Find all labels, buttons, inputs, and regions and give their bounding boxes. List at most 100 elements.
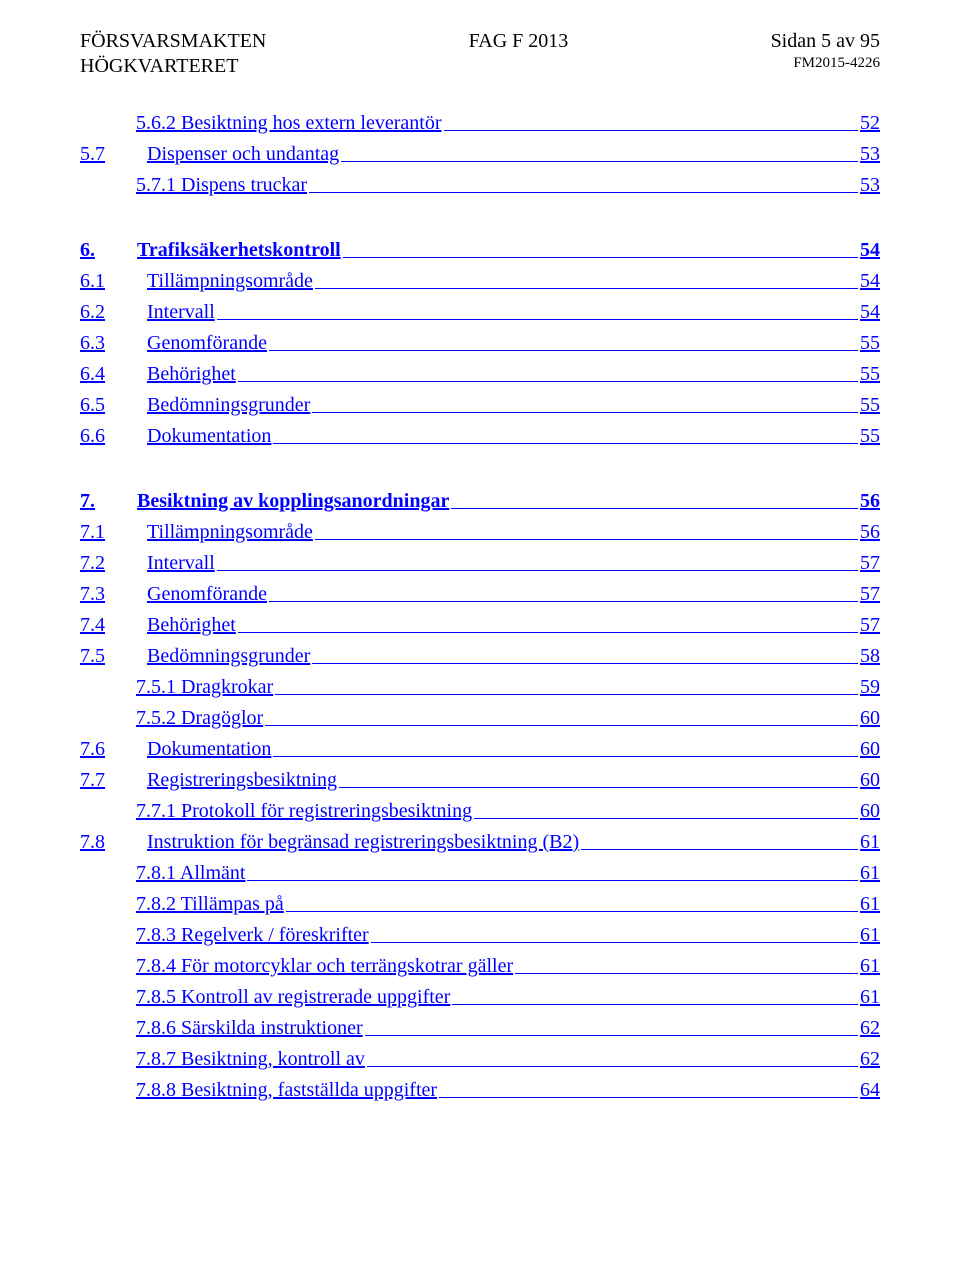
toc-entry-page: 61 xyxy=(860,862,880,885)
toc-entry-number: 7.7 xyxy=(80,769,105,792)
toc-leader-line xyxy=(371,941,858,943)
toc-entry-page: 61 xyxy=(860,924,880,947)
header-doc-id: FM2015-4226 xyxy=(793,55,880,78)
toc-leader-line xyxy=(367,1065,858,1067)
toc-entry-title: Genomförande xyxy=(147,583,267,606)
toc-entry-title: Tillämpningsområde xyxy=(147,270,313,293)
toc-leader-line xyxy=(273,442,858,444)
toc-entry-title: Genomförande xyxy=(147,332,267,355)
toc-entry-title: 5.7.1 Dispens truckar xyxy=(136,174,307,197)
page-header-row2: HÖGKVARTERET FM2015-4226 xyxy=(80,55,880,78)
toc-gap xyxy=(80,205,880,231)
header-page-indicator: Sidan 5 av 95 xyxy=(771,30,880,53)
toc-entry-number: 7.1 xyxy=(80,521,105,544)
toc-entry-title: Besiktning av kopplingsanordningar xyxy=(137,490,449,513)
toc-entry-page: 52 xyxy=(860,112,880,135)
toc-entry-page: 54 xyxy=(860,301,880,324)
toc-entry[interactable]: 5.7Dispenser och undantag53 xyxy=(80,143,880,166)
toc-entry-title: Behörighet xyxy=(147,614,236,637)
toc-entry-page: 57 xyxy=(860,583,880,606)
toc-entry-title: 7.7.1 Protokoll för registreringsbesiktn… xyxy=(136,800,472,823)
toc-leader-line xyxy=(315,538,858,540)
toc-leader-line xyxy=(474,817,858,819)
toc-entry-page: 53 xyxy=(860,143,880,166)
toc-entry-title: Dokumentation xyxy=(147,425,271,448)
header-org-sub: HÖGKVARTERET xyxy=(80,55,238,78)
toc-leader-line xyxy=(286,910,858,912)
toc-entry[interactable]: 7.8.5 Kontroll av registrerade uppgifter… xyxy=(80,986,880,1009)
toc-entry-title: 7.8.7 Besiktning, kontroll av xyxy=(136,1048,365,1071)
toc-entry-title: Instruktion för begränsad registreringsb… xyxy=(147,831,579,854)
toc-entry-title: Tillämpningsområde xyxy=(147,521,313,544)
toc-entry[interactable]: 7.8.6 Särskilda instruktioner 62 xyxy=(80,1017,880,1040)
toc-entry[interactable]: 6.4Behörighet55 xyxy=(80,363,880,386)
toc-leader-line xyxy=(217,318,858,320)
toc-entry[interactable]: 7.5Bedömningsgrunder58 xyxy=(80,645,880,668)
toc-leader-line xyxy=(365,1034,858,1036)
toc-entry-title: Registreringsbesiktning xyxy=(147,769,337,792)
toc-entry[interactable]: 7.7 Registreringsbesiktning 60 xyxy=(80,769,880,792)
toc-entry-title: 5.6.2 Besiktning hos extern leverantör xyxy=(136,112,442,135)
toc-entry[interactable]: 6.3 Genomförande 55 xyxy=(80,332,880,355)
toc-entry-number: 6.2 xyxy=(80,301,105,324)
toc-entry[interactable]: 6.6Dokumentation55 xyxy=(80,425,880,448)
toc-entry[interactable]: 7.4Behörighet57 xyxy=(80,614,880,637)
toc-entry-title: 7.8.6 Särskilda instruktioner xyxy=(136,1017,363,1040)
toc-leader-line xyxy=(312,662,858,664)
toc-entry-number: 6.1 xyxy=(80,270,105,293)
toc-entry[interactable]: 7.2Intervall57 xyxy=(80,552,880,575)
toc-entry-number: 7.4 xyxy=(80,614,105,637)
toc-entry[interactable]: 7.8.7 Besiktning, kontroll av62 xyxy=(80,1048,880,1071)
toc-entry[interactable]: 7.8.2 Tillämpas på61 xyxy=(80,893,880,916)
toc-leader-line xyxy=(343,256,858,258)
toc-entry[interactable]: 7.6Dokumentation60 xyxy=(80,738,880,761)
toc-entry-title: Dispenser och undantag xyxy=(147,143,339,166)
toc-entry[interactable]: 6.5Bedömningsgrunder55 xyxy=(80,394,880,417)
toc-leader-line xyxy=(444,129,859,131)
toc-entry-page: 53 xyxy=(860,174,880,197)
toc-entry[interactable]: 6.1Tillämpningsområde54 xyxy=(80,270,880,293)
toc-entry-page: 60 xyxy=(860,800,880,823)
toc-leader-line xyxy=(315,287,858,289)
toc-leader-line xyxy=(339,786,858,788)
toc-entry[interactable]: 5.7.1 Dispens truckar 53 xyxy=(80,174,880,197)
toc-entry-title: 7.8.3 Regelverk / föreskrifter xyxy=(136,924,369,947)
toc-entry[interactable]: 5.6.2 Besiktning hos extern leverantör 52 xyxy=(80,112,880,135)
toc-entry-page: 64 xyxy=(860,1079,880,1102)
toc-entry[interactable]: 7.5.1 Dragkrokar59 xyxy=(80,676,880,699)
toc-entry-page: 56 xyxy=(860,521,880,544)
toc-entry[interactable]: 7.8.8 Besiktning, fastställda uppgifter6… xyxy=(80,1079,880,1102)
table-of-contents: 5.6.2 Besiktning hos extern leverantör 52… xyxy=(80,112,880,1102)
toc-entry-page: 61 xyxy=(860,831,880,854)
toc-entry[interactable]: 7.3Genomförande57 xyxy=(80,583,880,606)
toc-entry[interactable]: 6.2Intervall54 xyxy=(80,301,880,324)
toc-leader-line xyxy=(581,848,858,850)
toc-entry[interactable]: 7.5.2 Dragöglor 60 xyxy=(80,707,880,730)
toc-leader-line xyxy=(269,600,858,602)
page: FÖRSVARSMAKTEN FAG F 2013 Sidan 5 av 95 … xyxy=(0,0,960,1267)
toc-entry[interactable]: 6.Trafiksäkerhetskontroll54 xyxy=(80,239,880,262)
toc-entry[interactable]: 7.8.4 För motorcyklar och terrängskotrar… xyxy=(80,955,880,978)
toc-entry[interactable]: 7.1 Tillämpningsområde 56 xyxy=(80,521,880,544)
toc-entry-title: Intervall xyxy=(147,552,215,575)
toc-entry-number: 6.5 xyxy=(80,394,105,417)
toc-entry-number: 7.2 xyxy=(80,552,105,575)
toc-entry-page: 62 xyxy=(860,1017,880,1040)
toc-entry[interactable]: 7.8.3 Regelverk / föreskrifter 61 xyxy=(80,924,880,947)
toc-entry-title: 7.8.4 För motorcyklar och terrängskotrar… xyxy=(136,955,513,978)
toc-entry[interactable]: 7.8.1 Allmänt61 xyxy=(80,862,880,885)
toc-entry-number: 7. xyxy=(80,490,95,513)
toc-leader-line xyxy=(309,191,858,193)
toc-entry-page: 59 xyxy=(860,676,880,699)
toc-leader-line xyxy=(439,1096,858,1098)
toc-entry-page: 60 xyxy=(860,738,880,761)
toc-entry[interactable]: 7.8Instruktion för begränsad registrerin… xyxy=(80,831,880,854)
toc-entry[interactable]: 7.Besiktning av kopplingsanordningar56 xyxy=(80,490,880,513)
toc-entry-title: 7.5.2 Dragöglor xyxy=(136,707,263,730)
toc-entry-page: 60 xyxy=(860,769,880,792)
page-header-row1: FÖRSVARSMAKTEN FAG F 2013 Sidan 5 av 95 xyxy=(80,30,880,53)
toc-entry-number: 6.3 xyxy=(80,332,105,355)
toc-entry-page: 55 xyxy=(860,332,880,355)
toc-entry-page: 60 xyxy=(860,707,880,730)
toc-entry[interactable]: 7.7.1 Protokoll för registreringsbesiktn… xyxy=(80,800,880,823)
